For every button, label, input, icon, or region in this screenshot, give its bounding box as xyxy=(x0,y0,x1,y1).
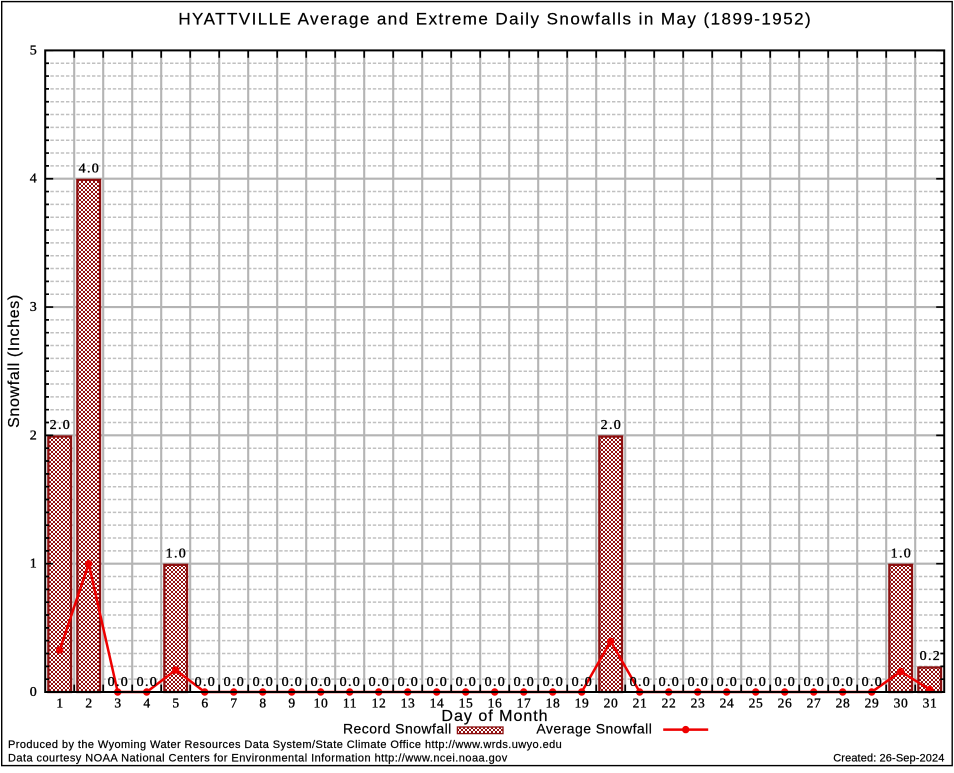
svg-text:0.0: 0.0 xyxy=(514,675,535,690)
svg-text:1: 1 xyxy=(30,557,37,572)
svg-text:0.0: 0.0 xyxy=(572,675,593,690)
svg-text:0.0: 0.0 xyxy=(485,675,506,690)
svg-text:0: 0 xyxy=(30,685,37,700)
svg-text:28: 28 xyxy=(836,696,851,711)
svg-text:5: 5 xyxy=(172,696,179,711)
svg-text:10: 10 xyxy=(314,696,329,711)
svg-text:29: 29 xyxy=(865,696,880,711)
svg-text:1: 1 xyxy=(56,696,63,711)
svg-text:23: 23 xyxy=(691,696,706,711)
svg-text:0.0: 0.0 xyxy=(340,675,361,690)
svg-text:Snowfall (Inches): Snowfall (Inches) xyxy=(6,294,23,428)
svg-text:20: 20 xyxy=(604,696,619,711)
svg-text:HYATTVILLE Average and Extreme: HYATTVILLE Average and Extreme Daily Sno… xyxy=(178,10,812,29)
svg-text:0.0: 0.0 xyxy=(398,675,419,690)
svg-text:Data courtesy NOAA National Ce: Data courtesy NOAA National Centers for … xyxy=(8,753,508,765)
svg-text:0.0: 0.0 xyxy=(804,675,825,690)
svg-text:0.0: 0.0 xyxy=(253,675,274,690)
svg-text:18: 18 xyxy=(546,696,561,711)
svg-text:13: 13 xyxy=(401,696,416,711)
svg-text:0.0: 0.0 xyxy=(862,675,883,690)
svg-text:22: 22 xyxy=(662,696,677,711)
svg-text:25: 25 xyxy=(749,696,764,711)
svg-text:16: 16 xyxy=(488,696,503,711)
svg-text:17: 17 xyxy=(517,696,532,711)
svg-text:5: 5 xyxy=(30,43,37,58)
svg-text:0.0: 0.0 xyxy=(311,675,332,690)
svg-text:0.0: 0.0 xyxy=(224,675,245,690)
svg-text:2: 2 xyxy=(85,696,92,711)
svg-text:12: 12 xyxy=(372,696,387,711)
svg-text:0.0: 0.0 xyxy=(833,675,854,690)
svg-text:0.0: 0.0 xyxy=(282,675,303,690)
svg-text:0.0: 0.0 xyxy=(775,675,796,690)
svg-text:2.0: 2.0 xyxy=(601,418,622,433)
svg-text:6: 6 xyxy=(201,696,208,711)
svg-text:Created: 26-Sep-2024: Created: 26-Sep-2024 xyxy=(833,753,944,765)
svg-text:27: 27 xyxy=(807,696,822,711)
svg-text:14: 14 xyxy=(430,696,445,711)
svg-text:0.0: 0.0 xyxy=(630,675,651,690)
svg-text:1.0: 1.0 xyxy=(891,547,912,562)
svg-text:0.0: 0.0 xyxy=(746,675,767,690)
svg-text:0.0: 0.0 xyxy=(108,675,129,690)
svg-text:2: 2 xyxy=(30,428,37,443)
svg-text:11: 11 xyxy=(343,696,357,711)
svg-text:0.0: 0.0 xyxy=(427,675,448,690)
svg-text:26: 26 xyxy=(778,696,793,711)
svg-text:0.0: 0.0 xyxy=(456,675,477,690)
svg-text:8: 8 xyxy=(259,696,266,711)
svg-text:4: 4 xyxy=(30,172,37,187)
svg-text:0.0: 0.0 xyxy=(717,675,738,690)
svg-text:1.0: 1.0 xyxy=(166,547,187,562)
svg-text:7: 7 xyxy=(230,696,237,711)
svg-text:2.0: 2.0 xyxy=(50,418,71,433)
svg-text:4: 4 xyxy=(143,696,150,711)
svg-text:0.0: 0.0 xyxy=(137,675,158,690)
svg-text:Record Snowfall: Record Snowfall xyxy=(343,721,452,737)
svg-text:Day of Month: Day of Month xyxy=(441,708,548,725)
svg-text:15: 15 xyxy=(459,696,474,711)
svg-text:9: 9 xyxy=(288,696,295,711)
svg-text:0.0: 0.0 xyxy=(369,675,390,690)
svg-text:0.0: 0.0 xyxy=(195,675,216,690)
svg-text:3: 3 xyxy=(114,696,121,711)
svg-text:0.2: 0.2 xyxy=(920,649,941,664)
svg-text:0.0: 0.0 xyxy=(659,675,680,690)
svg-text:0.0: 0.0 xyxy=(688,675,709,690)
svg-text:0.0: 0.0 xyxy=(543,675,564,690)
svg-text:4.0: 4.0 xyxy=(79,162,100,177)
svg-text:24: 24 xyxy=(720,696,735,711)
svg-text:30: 30 xyxy=(894,696,909,711)
svg-text:3: 3 xyxy=(30,300,37,315)
svg-text:21: 21 xyxy=(633,696,648,711)
svg-text:31: 31 xyxy=(923,696,938,711)
svg-text:Average Snowfall: Average Snowfall xyxy=(536,721,652,737)
svg-text:19: 19 xyxy=(575,696,590,711)
svg-text:Produced by the Wyoming Water: Produced by the Wyoming Water Resources … xyxy=(8,739,562,751)
